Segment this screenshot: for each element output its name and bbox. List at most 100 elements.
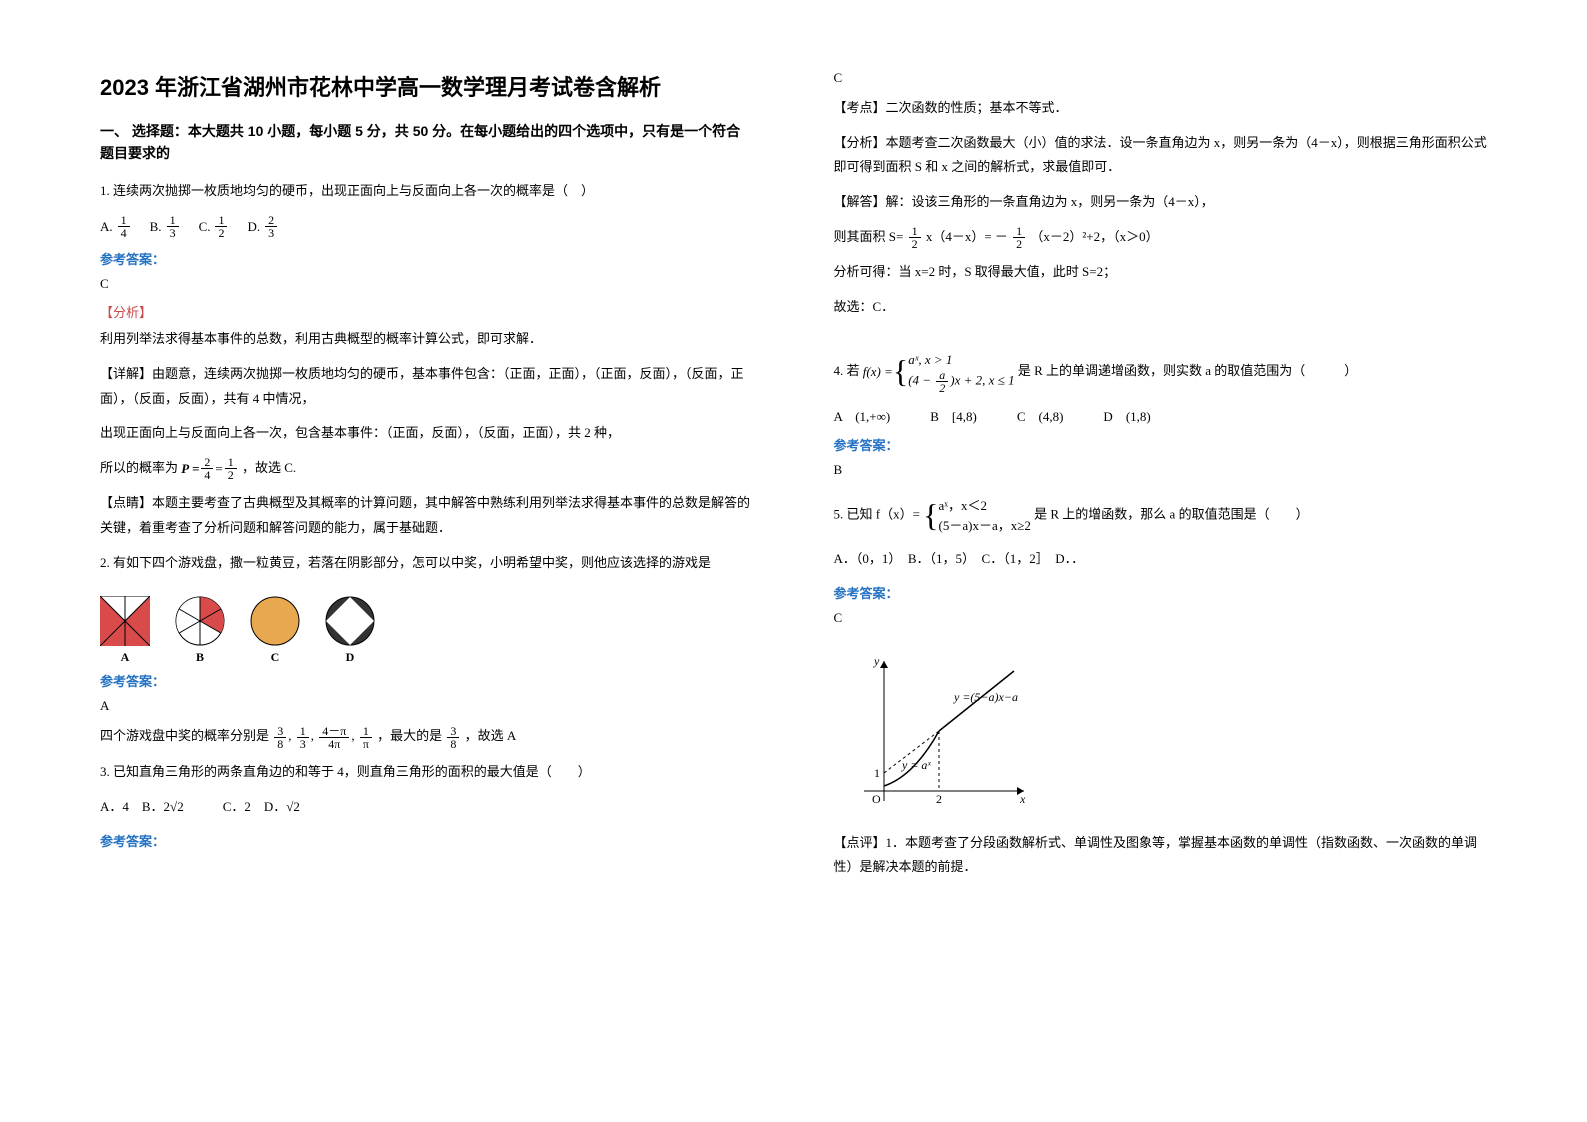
q3-kaodian: 【考点】二次函数的性质；基本不等式．: [834, 96, 1488, 121]
fraction: 23: [265, 214, 277, 239]
text: ，故选 C.: [242, 460, 296, 475]
q1-answer: C: [100, 276, 754, 292]
question-5: 5. 已知 f（x）= { aˣ，x＜2 (5－a)x－a，x≥2 是 R 上的…: [834, 496, 1488, 535]
text: x（4－x）= －: [926, 229, 1008, 244]
answer-label: 参考答案：: [834, 583, 1488, 602]
game-b-icon: [175, 596, 225, 646]
game-d-icon: [325, 596, 375, 646]
game-a-icon: [100, 596, 150, 646]
q1-opt-d-label: D.: [247, 219, 260, 235]
q5-graph: O 1 2 x y y =(5−a)x−a y = aˣ: [834, 651, 1488, 816]
analysis-label: 【分析】: [100, 302, 754, 321]
formula: P = 24 = 12: [181, 456, 238, 481]
fraction: 14: [118, 214, 130, 239]
question-4: 4. 若 f(x) = { aˣ, x > 1 (4 − a2)x + 2, x…: [834, 350, 1488, 395]
question-2: 2. 有如下四个游戏盘，撒一粒黄豆，若落在阴影部分，怎可以中奖，小明希望中奖，则…: [100, 551, 754, 574]
answer-label: 参考答案：: [100, 671, 754, 690]
line-label-2: y = aˣ: [901, 758, 931, 772]
q1-opt-a: A. 14: [100, 214, 132, 239]
piecewise-func: f(x) = { aˣ, x > 1 (4 − a2)x + 2, x ≤ 1: [863, 350, 1015, 395]
text: 则其面积 S=: [834, 229, 904, 244]
exam-title: 2023 年浙江省湖州市花林中学高一数学理月考试卷含解析: [100, 70, 754, 102]
answer-label: 参考答案：: [100, 831, 754, 850]
q1-probability: 所以的概率为 P = 24 = 12 ，故选 C.: [100, 456, 754, 482]
game-a: A: [100, 596, 150, 665]
fraction: a2: [936, 369, 948, 394]
fraction: 12: [909, 225, 921, 250]
q1-detail: 【详解】由题意，连续两次抛掷一枚质地均匀的硬币，基本事件包含：（正面，正面），（…: [100, 362, 754, 411]
game-d: D: [325, 596, 375, 665]
q5-comment: 【点评】1．本题考查了分段函数解析式、单调性及图象等，掌握基本函数的单调性（指数…: [834, 831, 1488, 880]
q3-options: A．4 B．2√2 C．2 D．√2: [100, 795, 754, 818]
brace-icon: {: [893, 359, 908, 385]
graph-svg: O 1 2 x y y =(5−a)x−a y = aˣ: [834, 651, 1034, 811]
q5-options: A．（0，1） B．（1，5） C．（1，2］ D．．: [834, 547, 1488, 570]
section-header: 一、 选择题：本大题共 10 小题，每小题 5 分，共 50 分。在每小题给出的…: [100, 120, 754, 165]
row1: aˣ, x > 1: [908, 350, 1014, 370]
q3-answer: C: [834, 70, 1488, 86]
brace-icon: {: [923, 503, 938, 529]
x-axis-label: x: [1019, 792, 1026, 806]
game-boards: A B C: [100, 596, 754, 665]
q3-fenxi: 【分析】本题考查二次函数最大（小）值的求法．设一条直角边为 x，则另一条为（4－…: [834, 131, 1488, 180]
piece-rows: aˣ，x＜2 (5－a)x－a，x≥2: [939, 496, 1031, 535]
answer-label: 参考答案：: [100, 249, 754, 268]
fraction: 13: [167, 214, 179, 239]
q3-area: 则其面积 S= 12 x（4－x）= － 12 （x－2）²+2，（x＞0）: [834, 225, 1488, 251]
question-1: 1. 连续两次抛掷一枚质地均匀的硬币，出现正面向上与反面向上各一次的概率是（ ）: [100, 179, 754, 202]
fraction: 4－π4π: [319, 725, 349, 750]
fraction: 38: [274, 725, 286, 750]
q1-opt-c: C. 12: [199, 214, 230, 239]
fraction: 12: [225, 456, 237, 481]
q3-fenxi2: 分析可得：当 x=2 时，S 取得最大值，此时 S=2；: [834, 260, 1488, 285]
x-2-label: 2: [936, 792, 942, 806]
fraction: 12: [215, 214, 227, 239]
text: ，最大的是: [377, 728, 442, 743]
piece-rows: aˣ, x > 1 (4 − a2)x + 2, x ≤ 1: [908, 350, 1014, 395]
text: 四个游戏盘中奖的概率分别是: [100, 728, 269, 743]
row2: (4 − a2)x + 2, x ≤ 1: [908, 369, 1014, 394]
q1-opt-b: B. 13: [150, 214, 181, 239]
y-axis-label: y: [873, 654, 880, 668]
q2-probability: 四个游戏盘中奖的概率分别是 38, 13, 4－π4π, 1π ，最大的是 38…: [100, 724, 754, 750]
row2: (5－a)x－a，x≥2: [939, 516, 1031, 536]
func-label: f(x) =: [863, 360, 893, 383]
game-c: C: [250, 596, 300, 665]
text: 5. 已知 f（x）=: [834, 507, 920, 522]
fraction: 1π: [360, 725, 372, 750]
q1-opt-c-label: C.: [199, 219, 211, 235]
fraction: 38: [447, 725, 459, 750]
fraction: 12: [1013, 225, 1025, 250]
q1-analysis-1: 利用列举法求得基本事件的总数，利用古典概型的概率计算公式，即可求解．: [100, 327, 754, 352]
y-1-label: 1: [874, 766, 880, 780]
text: 是 R 上的单调递增函数，则实数 a 的取值范围为（ ）: [1018, 363, 1357, 378]
piecewise-func: { aˣ，x＜2 (5－a)x－a，x≥2: [923, 496, 1031, 535]
question-3: 3. 已知直角三角形的两条直角边的和等于 4，则直角三角形的面积的最大值是（ ）: [100, 760, 754, 783]
q4-opt-d: D (1,8): [1103, 406, 1150, 425]
q2-answer: A: [100, 698, 754, 714]
text: 是 R 上的增函数，那么 a 的取值范围是（ ）: [1034, 507, 1308, 522]
p-eq: P =: [181, 457, 199, 482]
text: （x－2）²+2，（x＞0）: [1030, 229, 1158, 244]
text: ，故选 A: [465, 728, 517, 743]
game-b: B: [175, 596, 225, 665]
q4-opt-c: C (4,8): [1017, 406, 1064, 425]
q4-opt-a: A (1,+∞): [834, 406, 891, 425]
q1-opt-a-label: A.: [100, 219, 113, 235]
text: 4. 若: [834, 363, 860, 378]
fraction: 13: [297, 725, 309, 750]
game-d-label: D: [346, 650, 355, 665]
q1-opt-b-label: B.: [150, 219, 162, 235]
origin-label: O: [872, 792, 881, 806]
q4-answer: B: [834, 462, 1488, 478]
fraction: 24: [201, 456, 213, 481]
q1-options: A. 14 B. 13 C. 12 D. 23: [100, 214, 754, 239]
q5-answer: C: [834, 610, 1488, 626]
q3-guxuan: 故选：C．: [834, 295, 1488, 320]
left-column: 2023 年浙江省湖州市花林中学高一数学理月考试卷含解析 一、 选择题：本大题共…: [100, 70, 754, 1052]
game-a-label: A: [121, 650, 130, 665]
line-label-1: y =(5−a)x−a: [953, 690, 1018, 704]
q1-analysis-2: 出现正面向上与反面向上各一次，包含基本事件：（正面，反面），（反面，正面），共 …: [100, 421, 754, 446]
q4-opt-b: B [4,8): [930, 406, 977, 425]
q4-options: A (1,+∞) B [4,8) C (4,8) D (1,8): [834, 406, 1488, 425]
